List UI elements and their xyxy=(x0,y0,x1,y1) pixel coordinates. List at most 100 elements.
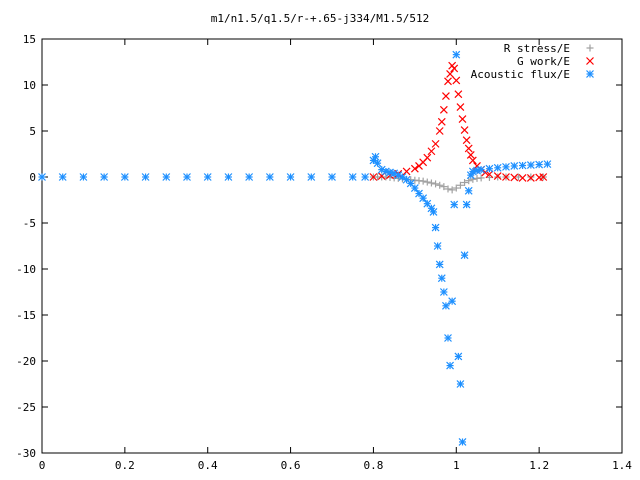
plot-frame xyxy=(41,38,623,454)
data-point xyxy=(442,92,450,100)
data-point xyxy=(432,180,440,188)
data-point xyxy=(203,173,212,181)
data-point xyxy=(446,361,454,370)
data-point xyxy=(518,173,527,182)
y-tick-label: -5 xyxy=(23,217,36,230)
data-point xyxy=(162,173,171,181)
data-point xyxy=(448,186,456,194)
data-point xyxy=(477,165,486,174)
x-tick-label: 1.4 xyxy=(612,459,632,472)
data-point xyxy=(141,173,150,181)
data-point xyxy=(466,150,475,159)
data-point xyxy=(468,156,477,165)
x-tick-label: 0.4 xyxy=(198,459,218,472)
data-point xyxy=(493,163,502,172)
data-point xyxy=(527,173,535,181)
data-point xyxy=(415,189,423,198)
legend-marker xyxy=(586,44,594,52)
axes: 0 0.2 0.4 0.6 0.8 1 1.2 1.4 15 10 5 0 -5 -10 -15 -20 -25… xyxy=(16,33,632,472)
data-point xyxy=(450,200,459,209)
series-1 xyxy=(369,61,548,182)
data-point xyxy=(371,152,380,161)
legend-label: G work/E xyxy=(517,55,570,68)
data-point xyxy=(458,438,467,446)
data-point xyxy=(452,50,461,59)
data-point xyxy=(183,173,191,181)
data-point xyxy=(437,117,446,126)
data-point xyxy=(410,164,419,173)
data-point xyxy=(435,127,444,135)
data-point xyxy=(526,173,535,182)
data-point xyxy=(439,105,448,114)
data-point xyxy=(543,160,552,169)
data-point xyxy=(456,103,465,112)
data-point xyxy=(510,173,519,182)
data-point xyxy=(444,334,452,342)
data-point xyxy=(454,90,463,99)
data-point xyxy=(58,173,67,181)
data-point xyxy=(456,181,464,189)
data-point xyxy=(431,139,440,148)
data-point xyxy=(431,223,440,232)
data-point xyxy=(464,186,473,195)
data-point xyxy=(429,208,438,216)
data-point xyxy=(539,173,548,181)
chart-title: m1/n1.5/q1.5/r-+.65-j334/M1.5/512 xyxy=(211,12,430,25)
data-point xyxy=(307,173,316,181)
y-tick-label: 10 xyxy=(23,79,36,92)
data-point xyxy=(458,115,467,123)
data-point xyxy=(465,177,473,185)
data-point xyxy=(435,260,444,269)
data-point xyxy=(485,164,494,173)
data-point xyxy=(427,147,436,156)
data-marks xyxy=(38,50,552,446)
data-point xyxy=(446,70,454,78)
legend-marker xyxy=(586,57,594,65)
data-point xyxy=(454,352,463,361)
data-point xyxy=(535,160,544,169)
data-point xyxy=(436,181,444,189)
data-point xyxy=(286,173,295,181)
x-tick-label: 0 xyxy=(39,459,46,472)
data-point xyxy=(502,162,510,171)
data-point xyxy=(433,242,442,250)
data-point xyxy=(79,173,88,181)
data-point xyxy=(427,179,435,187)
data-point xyxy=(462,200,471,209)
legend-label: R stress/E xyxy=(504,42,570,55)
data-point xyxy=(437,274,446,283)
y-tick-label: -15 xyxy=(16,309,36,322)
data-point xyxy=(410,184,419,192)
data-point xyxy=(450,64,459,73)
data-point xyxy=(224,173,233,181)
data-point xyxy=(439,288,448,296)
data-point xyxy=(461,179,469,187)
data-point xyxy=(494,173,502,181)
data-point xyxy=(423,153,432,162)
data-point xyxy=(502,173,510,181)
data-point xyxy=(518,161,527,170)
data-point xyxy=(423,178,431,186)
data-point xyxy=(452,184,460,192)
data-point xyxy=(419,177,427,185)
data-point xyxy=(402,167,411,176)
data-point xyxy=(473,166,481,175)
x-tick-label: 0.8 xyxy=(363,459,383,472)
data-point xyxy=(477,174,485,182)
x-tick-label: 0.2 xyxy=(115,459,135,472)
data-point xyxy=(100,173,109,181)
series-2 xyxy=(38,50,552,446)
y-tick-label: -25 xyxy=(16,401,36,414)
data-point xyxy=(444,185,452,193)
data-point xyxy=(460,126,469,135)
data-point xyxy=(462,136,471,145)
data-point xyxy=(510,162,519,170)
data-point xyxy=(328,173,336,181)
data-point xyxy=(120,173,129,181)
data-point xyxy=(444,77,452,86)
x-tick-label: 0.6 xyxy=(281,459,301,472)
y-tick-label: -30 xyxy=(16,447,36,460)
data-point xyxy=(514,173,522,181)
